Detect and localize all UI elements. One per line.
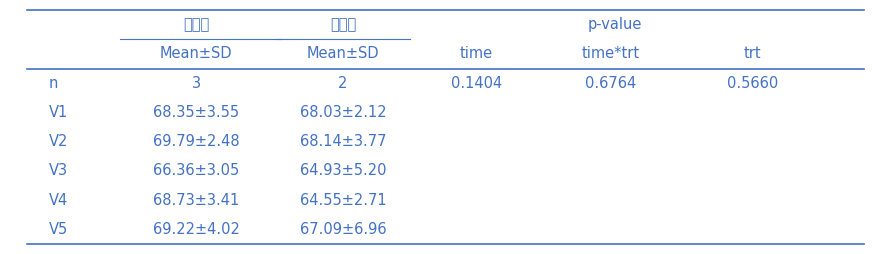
Text: V5: V5 bbox=[49, 222, 69, 237]
Text: Mean±SD: Mean±SD bbox=[307, 46, 380, 61]
Text: time: time bbox=[460, 46, 494, 61]
Text: 68.03±2.12: 68.03±2.12 bbox=[299, 105, 387, 120]
Text: p-value: p-value bbox=[587, 17, 642, 32]
Text: 0.5660: 0.5660 bbox=[727, 76, 779, 91]
Text: 68.35±3.55: 68.35±3.55 bbox=[153, 105, 239, 120]
Text: trt: trt bbox=[744, 46, 762, 61]
Text: 68.73±3.41: 68.73±3.41 bbox=[153, 193, 239, 208]
Text: 2: 2 bbox=[339, 76, 347, 91]
Text: 대조군: 대조군 bbox=[330, 17, 356, 32]
Text: 3: 3 bbox=[192, 76, 200, 91]
Text: 64.93±5.20: 64.93±5.20 bbox=[299, 163, 387, 178]
Text: n: n bbox=[49, 76, 59, 91]
Text: V3: V3 bbox=[49, 163, 68, 178]
Text: V2: V2 bbox=[49, 134, 69, 149]
Text: 69.22±4.02: 69.22±4.02 bbox=[152, 222, 240, 237]
Text: 64.55±2.71: 64.55±2.71 bbox=[299, 193, 387, 208]
Text: 68.14±3.77: 68.14±3.77 bbox=[299, 134, 387, 149]
Text: time*trt: time*trt bbox=[581, 46, 640, 61]
Text: 69.79±2.48: 69.79±2.48 bbox=[152, 134, 240, 149]
Text: V1: V1 bbox=[49, 105, 69, 120]
Text: Mean±SD: Mean±SD bbox=[159, 46, 233, 61]
Text: 0.1404: 0.1404 bbox=[451, 76, 503, 91]
Text: 0.6764: 0.6764 bbox=[584, 76, 636, 91]
Text: 66.36±3.05: 66.36±3.05 bbox=[153, 163, 239, 178]
Text: 시험군: 시험군 bbox=[183, 17, 209, 32]
Text: V4: V4 bbox=[49, 193, 69, 208]
Text: 67.09±6.96: 67.09±6.96 bbox=[299, 222, 387, 237]
